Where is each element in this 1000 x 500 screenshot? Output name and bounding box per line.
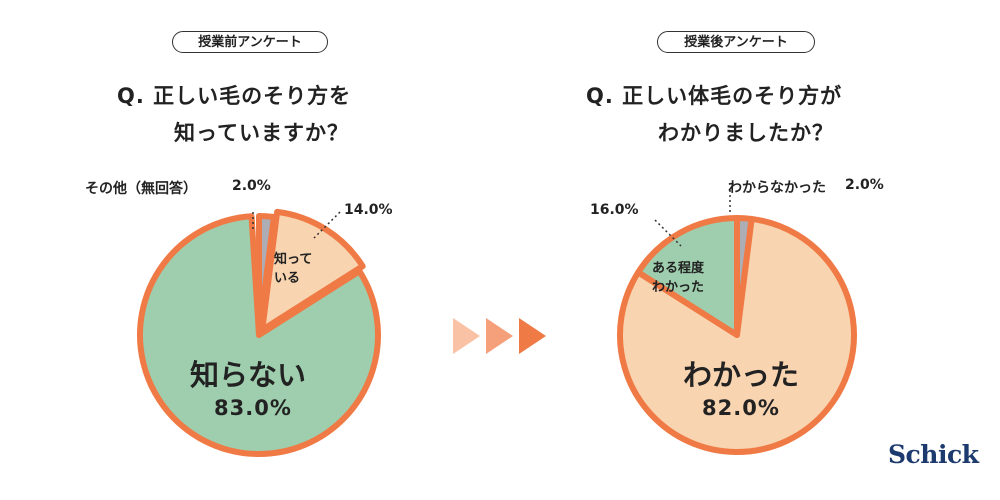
after-question-line-2: わかりましたか？ [658, 121, 834, 145]
after-green-label-line-2: わかった [652, 280, 705, 295]
after-question-line-1: Q. 正しい体毛のそり方が [586, 84, 843, 108]
transition-arrows [453, 318, 546, 354]
before-peach-leader-line [313, 211, 341, 239]
after-survey-panel: 授業後アンケート Q. 正しい体毛のそり方が わかりましたか？ わからなかった … [500, 0, 1000, 500]
after-green-label-line-1: ある程度 [652, 261, 705, 276]
after-gray-value: 2.0% [845, 177, 884, 193]
before-slice-green [137, 213, 381, 457]
before-survey-panel: 授業前アンケート Q. 正しい毛のそり方を 知っていますか？ その他（無回答） … [85, 31, 393, 457]
before-gray-value: 2.0% [232, 178, 271, 194]
after-green-leader-line [654, 219, 682, 247]
before-slice-peach [259, 208, 366, 333]
arrow-3 [519, 318, 546, 354]
before-survey-badge: 授業前アンケート [172, 31, 328, 53]
after-question-title: Q. 正しい体毛のそり方が わかりましたか？ [586, 78, 842, 152]
before-peach-label: 知って いる [274, 250, 312, 288]
after-pie-chart [617, 190, 857, 455]
before-peach-value: 14.0% [344, 202, 393, 218]
after-slice-green [635, 215, 740, 338]
before-green-value: 83.0% [214, 396, 292, 420]
before-peach-label-line-2: いる [274, 271, 301, 286]
after-survey-badge: 授業後アンケート [657, 31, 815, 53]
before-green-label: 知らない [190, 358, 307, 392]
arrow-1 [453, 318, 480, 354]
before-peach-label-line-1: 知って [274, 252, 313, 267]
schick-logo: Schick [888, 440, 979, 469]
after-green-value: 16.0% [590, 202, 639, 218]
before-gray-label: その他（無回答） [85, 181, 197, 197]
after-gray-label: わからなかった [728, 180, 826, 196]
before-question-line-1: Q. 正しい毛のそり方を [117, 84, 352, 108]
after-green-label: ある程度 わかった [652, 259, 704, 297]
before-question-line-2: 知っていますか？ [174, 121, 349, 145]
before-question-title: Q. 正しい毛のそり方を 知っていますか？ [117, 78, 351, 152]
before-pie-chart [137, 208, 381, 457]
after-peach-value: 82.0% [702, 396, 780, 420]
after-peach-label: わかった [683, 358, 800, 392]
arrow-2 [486, 318, 513, 354]
